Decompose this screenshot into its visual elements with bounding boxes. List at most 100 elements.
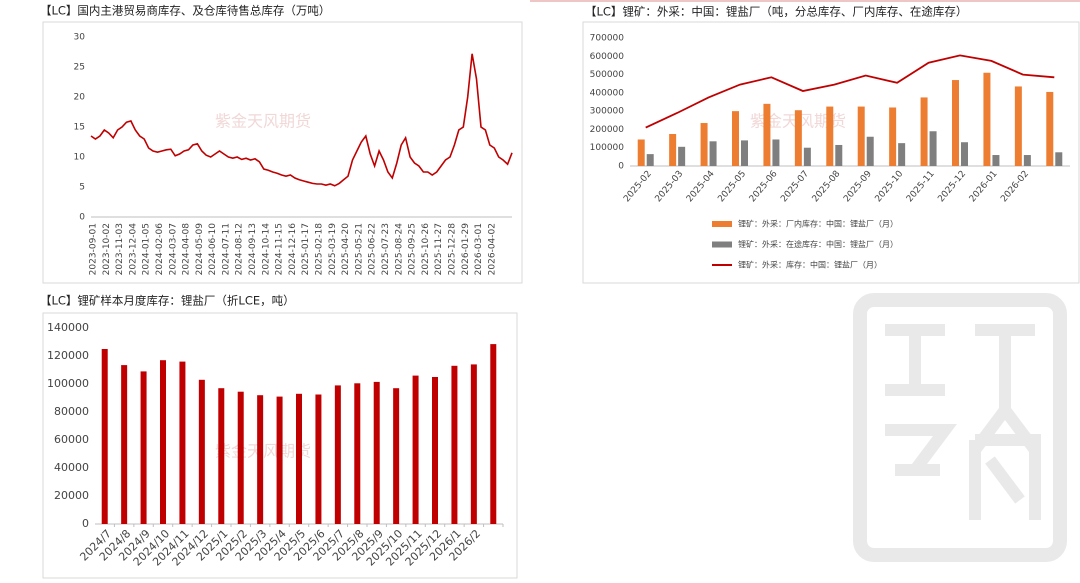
y-tick-label: 25 <box>74 63 85 73</box>
chart-title: 【LC】国内主港贸易商库存、及仓库待售总库存（万吨） <box>40 4 330 18</box>
bar <box>451 365 458 524</box>
bar <box>983 72 991 166</box>
bar <box>794 110 802 166</box>
bar <box>826 106 834 166</box>
bar <box>354 383 361 524</box>
line <box>90 53 513 187</box>
bar <box>732 111 739 166</box>
bar <box>1023 155 1031 166</box>
x-tick-label: 2024-06-10 <box>208 223 218 276</box>
x-tick-label: 2024-05-09 <box>195 223 205 276</box>
y-tick-label: 700000 <box>590 34 625 44</box>
bar <box>101 349 108 524</box>
y-tick-label: 20 <box>74 93 86 103</box>
y-tick-label: 0 <box>618 162 624 172</box>
bar <box>373 381 380 524</box>
x-tick-label: 2024-03-07 <box>168 223 178 275</box>
x-tick-label: 2025-11-27 <box>434 223 444 275</box>
bar <box>700 123 708 166</box>
x-tick-label: 2024-12-16 <box>288 223 298 276</box>
x-tick-label: 2025-11 <box>905 169 937 204</box>
y-tick-label: 0 <box>79 213 85 223</box>
x-tick-label: 2025-06 <box>748 169 780 204</box>
x-tick-label: 2025-12-28 <box>447 223 457 276</box>
x-tick-label: 2024-08-12 <box>235 223 245 275</box>
x-tick-label: 2026-04-02 <box>487 223 497 275</box>
watermark: 紫金天风期货 <box>215 112 311 131</box>
x-tick-label: 2025-05-21 <box>354 223 364 275</box>
chart-title: 【LC】锂矿：外采：中国：锂盐厂（吨，分总库存、厂内库存、在途库存） <box>585 5 967 19</box>
x-tick-label: 2025-02-18 <box>315 223 325 276</box>
x-tick-label: 2024-11-15 <box>275 223 285 275</box>
bar <box>412 375 419 524</box>
bar <box>961 142 968 166</box>
x-tick-label: 2025-01-17 <box>301 223 311 275</box>
y-tick-label: 100000 <box>47 377 89 390</box>
bar <box>1055 152 1063 166</box>
x-tick-label: 2025-09-25 <box>408 223 418 275</box>
bar <box>889 107 897 166</box>
bar <box>179 361 186 524</box>
bar <box>334 385 341 524</box>
y-tick-label: 5 <box>79 183 85 193</box>
bar <box>1014 86 1022 166</box>
y-tick-label: 10 <box>74 153 86 163</box>
bar <box>920 97 928 166</box>
bar <box>637 139 645 166</box>
legend-swatch <box>712 221 732 227</box>
x-tick-label: 2024-10-14 <box>261 223 271 276</box>
x-tick-label: 2026-03-01 <box>474 223 484 275</box>
y-tick-label: 30 <box>74 33 86 43</box>
legend-label: 锂矿：外采：在途库存：中国：锂盐厂（月） <box>738 239 898 249</box>
chart-frame <box>582 21 1080 284</box>
x-tick-label: 2024-04-08 <box>182 223 192 276</box>
x-tick-label: 2024-01-05 <box>142 223 152 275</box>
y-tick-label: 120000 <box>47 349 89 362</box>
x-tick-label: 2023-10-02 <box>102 223 112 275</box>
bar <box>803 147 811 166</box>
x-tick-label: 2025-12 <box>936 169 968 204</box>
bar <box>741 140 748 166</box>
y-tick-label: 140000 <box>47 321 89 334</box>
line <box>645 54 1055 129</box>
x-tick-label: 2025-03-19 <box>328 223 338 276</box>
bar <box>929 131 937 166</box>
x-tick-label: 2025-06-22 <box>368 223 378 275</box>
bar <box>257 395 264 524</box>
x-tick-label: 2024-09-13 <box>248 223 258 275</box>
chart-title: 【LC】锂矿样本月度库存：锂盐厂（折LCE，吨） <box>40 294 295 308</box>
bar <box>198 379 205 524</box>
chart-frame <box>42 312 518 579</box>
x-tick-label: 2025-10-26 <box>421 223 431 276</box>
bar <box>393 388 400 524</box>
y-tick-label: 300000 <box>590 107 625 117</box>
y-tick-label: 400000 <box>590 88 625 98</box>
bar <box>763 103 771 166</box>
x-tick-label: 2025-08-24 <box>394 223 404 276</box>
x-tick-label: 2023-11-03 <box>115 223 125 275</box>
legend-label: 锂矿：外采：库存：中国：锂盐厂（月） <box>738 260 882 270</box>
x-tick-label: 2025-04 <box>685 169 717 204</box>
y-tick-label: 40000 <box>54 461 89 474</box>
chart-frame <box>42 21 523 284</box>
bar <box>835 144 843 166</box>
bar <box>646 154 654 166</box>
y-tick-label: 60000 <box>54 433 89 446</box>
y-tick-label: 600000 <box>590 52 625 62</box>
x-tick-label: 2025-02 <box>622 169 654 204</box>
bar <box>1046 91 1054 166</box>
bar <box>898 143 906 166</box>
x-tick-label: 2024-02-06 <box>155 223 165 276</box>
bar <box>992 155 1000 166</box>
logo-watermark <box>853 293 1067 562</box>
legend-swatch <box>712 241 732 248</box>
x-tick-label: 2025-04-20 <box>341 223 351 276</box>
y-tick-label: 500000 <box>590 70 625 80</box>
bar <box>315 394 322 524</box>
bar <box>772 139 780 166</box>
bar <box>857 106 865 166</box>
y-tick-label: 80000 <box>54 405 89 418</box>
bar <box>432 377 438 524</box>
y-tick-label: 200000 <box>590 125 625 135</box>
